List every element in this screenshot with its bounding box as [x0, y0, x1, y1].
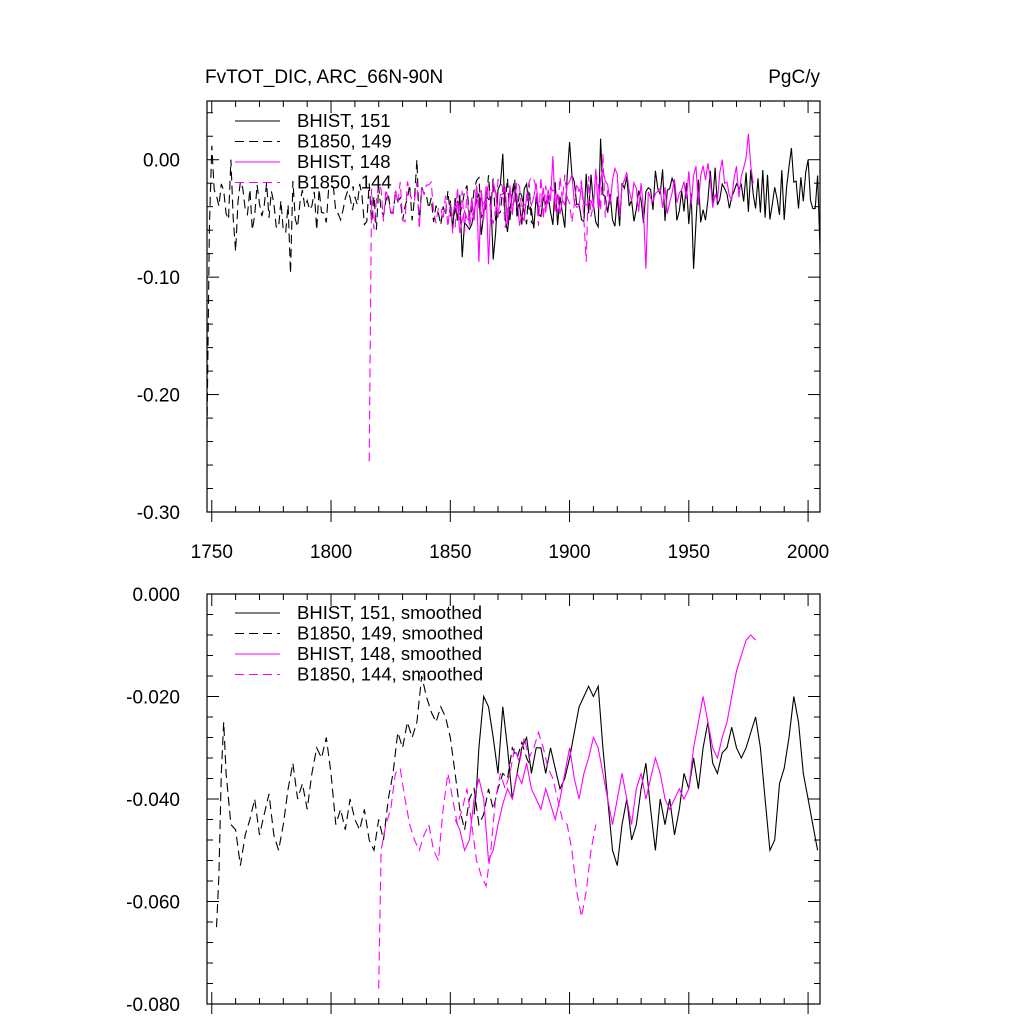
top-panel: FvTOT_DIC, ARC_66N-90N PgC/y 0.00 -0.10 -0…	[137, 67, 830, 563]
top-legend-label: BHIST, 148	[297, 151, 391, 172]
bottom-legend-label: B1850, 149, smoothed	[297, 623, 483, 644]
top-legend-label: B1850, 149	[297, 131, 392, 152]
top-y-tick-label: -0.20	[137, 386, 180, 407]
top-y-ticks: 0.00 -0.10 -0.20 -0.30	[137, 112, 820, 524]
bottom-y-tick-label: -0.040	[126, 790, 180, 811]
top-x-tick-label: 1750	[191, 542, 233, 563]
top-legend-label: BHIST, 151	[297, 110, 391, 131]
top-series-4-line	[368, 153, 609, 462]
bottom-series-4-line	[378, 730, 597, 989]
top-plot-frame	[206, 100, 821, 513]
bottom-y-ticks: 0.000 -0.020 -0.040 -0.060 -0.080	[126, 585, 820, 1016]
bottom-y-tick-label: -0.020	[126, 688, 180, 709]
bottom-y-tick-label: -0.060	[126, 893, 180, 914]
top-y-tick-label: 0.00	[143, 151, 180, 172]
top-x-tick-label: 1800	[310, 542, 352, 563]
top-y-tick-label: -0.30	[137, 503, 180, 524]
bottom-series-3-line	[454, 634, 757, 863]
bottom-legend-label: B1850, 144, smoothed	[297, 664, 483, 685]
bottom-y-tick-label: -0.080	[126, 995, 180, 1016]
top-title-left: FvTOT_DIC, ARC_66N-90N	[205, 67, 443, 88]
bottom-x-ticks	[211, 594, 809, 1014]
top-x-tick-label: 1950	[668, 542, 710, 563]
top-title-right: PgC/y	[768, 67, 820, 88]
top-series-2-line	[206, 145, 535, 430]
top-x-ticks: 1750 1800 1850 1900 1950 2000	[191, 101, 829, 563]
top-x-tick-label: 2000	[787, 542, 829, 563]
top-y-tick-label: -0.10	[137, 268, 180, 289]
top-series-1-line	[449, 138, 821, 269]
bottom-legend-label: BHIST, 151, smoothed	[297, 602, 482, 623]
bottom-series-1-line	[473, 684, 819, 866]
bottom-panel: 0.000 -0.020 -0.040 -0.060 -0.080 BHIST, 151…	[126, 585, 821, 1016]
top-series-lines	[206, 133, 821, 462]
top-x-tick-label: 1900	[548, 542, 590, 563]
bottom-series-lines	[215, 634, 819, 989]
top-x-tick-label: 1850	[429, 542, 471, 563]
bottom-series-2-line	[215, 675, 532, 928]
bottom-legend-label: BHIST, 148, smoothed	[297, 643, 482, 664]
top-legend-label: B1850, 144	[297, 172, 392, 193]
bottom-y-tick-label: 0.000	[132, 585, 180, 606]
